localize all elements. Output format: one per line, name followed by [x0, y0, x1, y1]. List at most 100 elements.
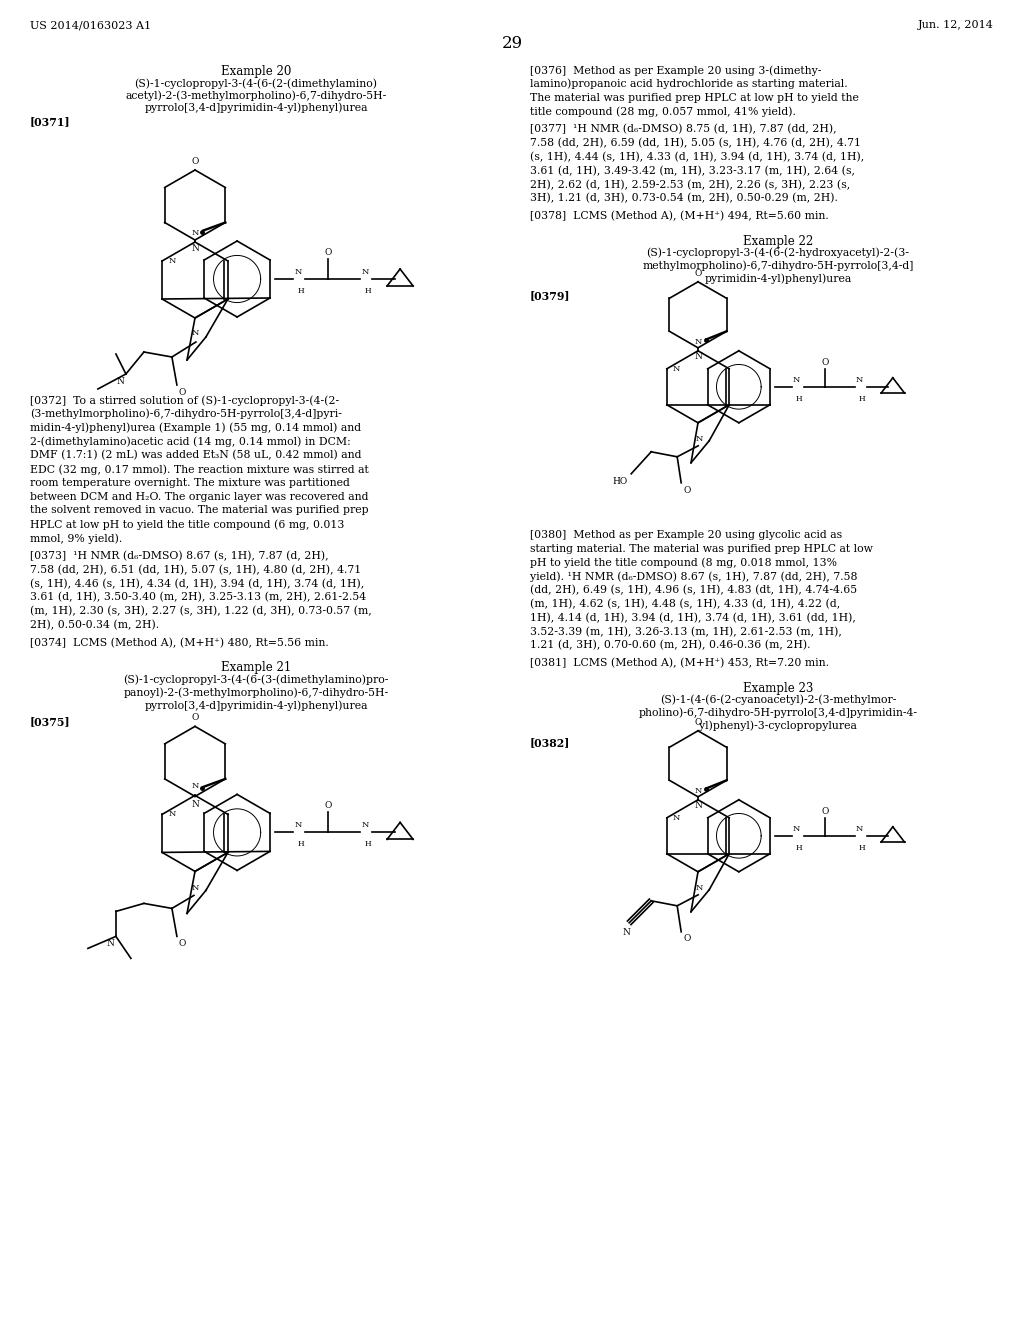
Text: 7.58 (dd, 2H), 6.59 (dd, 1H), 5.05 (s, 1H), 4.76 (d, 2H), 4.71: 7.58 (dd, 2H), 6.59 (dd, 1H), 5.05 (s, 1…: [530, 139, 861, 148]
Text: N: N: [695, 884, 703, 892]
Text: (S)-1-cyclopropyl-3-(4-(6-(2-(dimethylamino): (S)-1-cyclopropyl-3-(4-(6-(2-(dimethylam…: [134, 78, 378, 88]
Text: O: O: [683, 486, 690, 495]
Text: N: N: [168, 810, 175, 818]
Text: [0380]  Method as per Example 20 using glycolic acid as: [0380] Method as per Example 20 using gl…: [530, 529, 842, 540]
Text: N: N: [695, 434, 703, 442]
Text: H: H: [365, 841, 371, 849]
Text: 3.61 (d, 1H), 3.50-3.40 (m, 2H), 3.25-3.13 (m, 2H), 2.61-2.54: 3.61 (d, 1H), 3.50-3.40 (m, 2H), 3.25-3.…: [30, 593, 367, 602]
Text: O: O: [191, 713, 199, 722]
Text: O: O: [325, 801, 332, 810]
Text: Example 21: Example 21: [221, 661, 291, 675]
Text: N: N: [694, 338, 701, 346]
Text: H: H: [297, 841, 304, 849]
Text: O: O: [821, 358, 828, 367]
Text: N: N: [294, 268, 301, 276]
Text: (S)-1-(4-(6-(2-cyanoacetyl)-2-(3-methylmor-: (S)-1-(4-(6-(2-cyanoacetyl)-2-(3-methylm…: [659, 694, 896, 705]
Text: N: N: [856, 825, 863, 833]
Text: title compound (28 mg, 0.057 mmol, 41% yield).: title compound (28 mg, 0.057 mmol, 41% y…: [530, 107, 796, 117]
Text: O: O: [325, 248, 332, 257]
Text: N: N: [856, 376, 863, 384]
Text: 3H), 1.21 (d, 3H), 0.73-0.54 (m, 2H), 0.50-0.29 (m, 2H).: 3H), 1.21 (d, 3H), 0.73-0.54 (m, 2H), 0.…: [530, 193, 838, 203]
Text: N: N: [694, 787, 701, 795]
Text: O: O: [191, 157, 199, 166]
Text: H: H: [796, 395, 803, 403]
Text: N: N: [191, 800, 199, 809]
Text: pholino)-6,7-dihydro-5H-pyrrolo[3,4-d]pyrimidin-4-: pholino)-6,7-dihydro-5H-pyrrolo[3,4-d]py…: [639, 708, 918, 718]
Text: 7.58 (dd, 2H), 6.51 (dd, 1H), 5.07 (s, 1H), 4.80 (d, 2H), 4.71: 7.58 (dd, 2H), 6.51 (dd, 1H), 5.07 (s, 1…: [30, 565, 361, 576]
Text: The material was purified prep HPLC at low pH to yield the: The material was purified prep HPLC at l…: [530, 92, 859, 103]
Text: N: N: [191, 329, 199, 337]
Text: O: O: [821, 807, 828, 816]
Text: (3-methylmorpholino)-6,7-dihydro-5H-pyrrolo[3,4-d]pyri-: (3-methylmorpholino)-6,7-dihydro-5H-pyrr…: [30, 409, 342, 420]
Text: yl)phenyl)-3-cyclopropylurea: yl)phenyl)-3-cyclopropylurea: [699, 721, 857, 731]
Text: the solvent removed in vacuo. The material was purified prep: the solvent removed in vacuo. The materi…: [30, 506, 369, 515]
Text: (s, 1H), 4.44 (s, 1H), 4.33 (d, 1H), 3.94 (d, 1H), 3.74 (d, 1H),: (s, 1H), 4.44 (s, 1H), 4.33 (d, 1H), 3.9…: [530, 152, 864, 162]
Text: N: N: [793, 825, 800, 833]
Text: [0378]  LCMS (Method A), (M+H⁺) 494, Rt=5.60 min.: [0378] LCMS (Method A), (M+H⁺) 494, Rt=5…: [530, 211, 828, 222]
Text: 2H), 2.62 (d, 1H), 2.59-2.53 (m, 2H), 2.26 (s, 3H), 2.23 (s,: 2H), 2.62 (d, 1H), 2.59-2.53 (m, 2H), 2.…: [530, 180, 850, 190]
Text: Example 23: Example 23: [742, 682, 813, 694]
Text: (dd, 2H), 6.49 (s, 1H), 4.96 (s, 1H), 4.83 (dt, 1H), 4.74-4.65: (dd, 2H), 6.49 (s, 1H), 4.96 (s, 1H), 4.…: [530, 585, 857, 595]
Text: US 2014/0163023 A1: US 2014/0163023 A1: [30, 20, 152, 30]
Text: H: H: [796, 843, 803, 851]
Text: [0379]: [0379]: [530, 290, 570, 301]
Text: O: O: [683, 933, 690, 942]
Text: starting material. The material was purified prep HPLC at low: starting material. The material was puri…: [530, 544, 872, 553]
Text: (S)-1-cyclopropyl-3-(4-(6-(3-(dimethylamino)pro-: (S)-1-cyclopropyl-3-(4-(6-(3-(dimethylam…: [123, 675, 389, 685]
Text: N: N: [106, 940, 114, 948]
Text: acetyl)-2-(3-methylmorpholino)-6,7-dihydro-5H-: acetyl)-2-(3-methylmorpholino)-6,7-dihyd…: [125, 90, 387, 100]
Text: [0375]: [0375]: [30, 717, 71, 727]
Text: H: H: [859, 843, 865, 851]
Text: EDC (32 mg, 0.17 mmol). The reaction mixture was stirred at: EDC (32 mg, 0.17 mmol). The reaction mix…: [30, 465, 369, 475]
Text: (s, 1H), 4.46 (s, 1H), 4.34 (d, 1H), 3.94 (d, 1H), 3.74 (d, 1H),: (s, 1H), 4.46 (s, 1H), 4.34 (d, 1H), 3.9…: [30, 578, 365, 589]
Text: N: N: [673, 814, 680, 822]
Text: pH to yield the title compound (8 mg, 0.018 mmol, 13%: pH to yield the title compound (8 mg, 0.…: [530, 557, 837, 568]
Text: (m, 1H), 2.30 (s, 3H), 2.27 (s, 3H), 1.22 (d, 3H), 0.73-0.57 (m,: (m, 1H), 2.30 (s, 3H), 2.27 (s, 3H), 1.2…: [30, 606, 372, 616]
Text: N: N: [361, 821, 369, 829]
Text: N: N: [191, 783, 199, 791]
Text: N: N: [673, 364, 680, 372]
Text: yield). ¹H NMR (d₆-DMSO) 8.67 (s, 1H), 7.87 (dd, 2H), 7.58: yield). ¹H NMR (d₆-DMSO) 8.67 (s, 1H), 7…: [530, 572, 857, 582]
Text: 2H), 0.50-0.34 (m, 2H).: 2H), 0.50-0.34 (m, 2H).: [30, 620, 159, 630]
Text: pyrimidin-4-yl)phenyl)urea: pyrimidin-4-yl)phenyl)urea: [705, 273, 852, 284]
Text: [0371]: [0371]: [30, 116, 71, 127]
Text: N: N: [294, 821, 301, 829]
Text: mmol, 9% yield).: mmol, 9% yield).: [30, 533, 122, 544]
Text: N: N: [116, 378, 124, 385]
Text: H: H: [297, 286, 304, 294]
Text: [0381]  LCMS (Method A), (M+H⁺) 453, Rt=7.20 min.: [0381] LCMS (Method A), (M+H⁺) 453, Rt=7…: [530, 657, 829, 668]
Text: 1.21 (d, 3H), 0.70-0.60 (m, 2H), 0.46-0.36 (m, 2H).: 1.21 (d, 3H), 0.70-0.60 (m, 2H), 0.46-0.…: [530, 640, 811, 651]
Text: N: N: [793, 376, 800, 384]
Text: [0374]  LCMS (Method A), (M+H⁺) 480, Rt=5.56 min.: [0374] LCMS (Method A), (M+H⁺) 480, Rt=5…: [30, 638, 329, 648]
Text: Example 22: Example 22: [742, 235, 813, 248]
Text: panoyl)-2-(3-methylmorpholino)-6,7-dihydro-5H-: panoyl)-2-(3-methylmorpholino)-6,7-dihyd…: [124, 688, 388, 698]
Text: between DCM and H₂O. The organic layer was recovered and: between DCM and H₂O. The organic layer w…: [30, 491, 369, 502]
Text: N: N: [191, 884, 199, 892]
Text: methylmorpholino)-6,7-dihydro-5H-pyrrolo[3,4-d]: methylmorpholino)-6,7-dihydro-5H-pyrrolo…: [642, 261, 913, 272]
Text: 1H), 4.14 (d, 1H), 3.94 (d, 1H), 3.74 (d, 1H), 3.61 (dd, 1H),: 1H), 4.14 (d, 1H), 3.94 (d, 1H), 3.74 (d…: [530, 612, 856, 623]
Text: 29: 29: [502, 36, 522, 51]
Text: lamino)propanoic acid hydrochloride as starting material.: lamino)propanoic acid hydrochloride as s…: [530, 79, 848, 90]
Text: 3.61 (d, 1H), 3.49-3.42 (m, 1H), 3.23-3.17 (m, 1H), 2.64 (s,: 3.61 (d, 1H), 3.49-3.42 (m, 1H), 3.23-3.…: [530, 165, 855, 176]
Text: N: N: [694, 352, 701, 360]
Text: Jun. 12, 2014: Jun. 12, 2014: [919, 20, 994, 30]
Text: N: N: [623, 928, 630, 937]
Text: DMF (1.7:1) (2 mL) was added Et₃N (58 uL, 0.42 mmol) and: DMF (1.7:1) (2 mL) was added Et₃N (58 uL…: [30, 450, 361, 461]
Text: O: O: [179, 940, 186, 948]
Text: 2-(dimethylamino)acetic acid (14 mg, 0.14 mmol) in DCM:: 2-(dimethylamino)acetic acid (14 mg, 0.1…: [30, 437, 351, 447]
Text: H: H: [859, 395, 865, 403]
Text: (m, 1H), 4.62 (s, 1H), 4.48 (s, 1H), 4.33 (d, 1H), 4.22 (d,: (m, 1H), 4.62 (s, 1H), 4.48 (s, 1H), 4.3…: [530, 599, 841, 609]
Text: HPLC at low pH to yield the title compound (6 mg, 0.013: HPLC at low pH to yield the title compou…: [30, 519, 344, 529]
Text: [0377]  ¹H NMR (d₆-DMSO) 8.75 (d, 1H), 7.87 (dd, 2H),: [0377] ¹H NMR (d₆-DMSO) 8.75 (d, 1H), 7.…: [530, 124, 837, 135]
Text: N: N: [361, 268, 369, 276]
Text: 3.52-3.39 (m, 1H), 3.26-3.13 (m, 1H), 2.61-2.53 (m, 1H),: 3.52-3.39 (m, 1H), 3.26-3.13 (m, 1H), 2.…: [530, 627, 842, 636]
Text: N: N: [168, 257, 175, 265]
Text: [0376]  Method as per Example 20 using 3-(dimethy-: [0376] Method as per Example 20 using 3-…: [530, 65, 821, 75]
Text: (S)-1-cyclopropyl-3-(4-(6-(2-hydroxyacetyl)-2-(3-: (S)-1-cyclopropyl-3-(4-(6-(2-hydroxyacet…: [646, 248, 909, 259]
Text: N: N: [191, 228, 199, 238]
Text: [0373]  ¹H NMR (d₆-DMSO) 8.67 (s, 1H), 7.87 (d, 2H),: [0373] ¹H NMR (d₆-DMSO) 8.67 (s, 1H), 7.…: [30, 550, 329, 561]
Text: pyrrolo[3,4-d]pyrimidin-4-yl)phenyl)urea: pyrrolo[3,4-d]pyrimidin-4-yl)phenyl)urea: [144, 102, 368, 112]
Text: Example 20: Example 20: [221, 65, 291, 78]
Text: N: N: [694, 801, 701, 809]
Text: room temperature overnight. The mixture was partitioned: room temperature overnight. The mixture …: [30, 478, 350, 488]
